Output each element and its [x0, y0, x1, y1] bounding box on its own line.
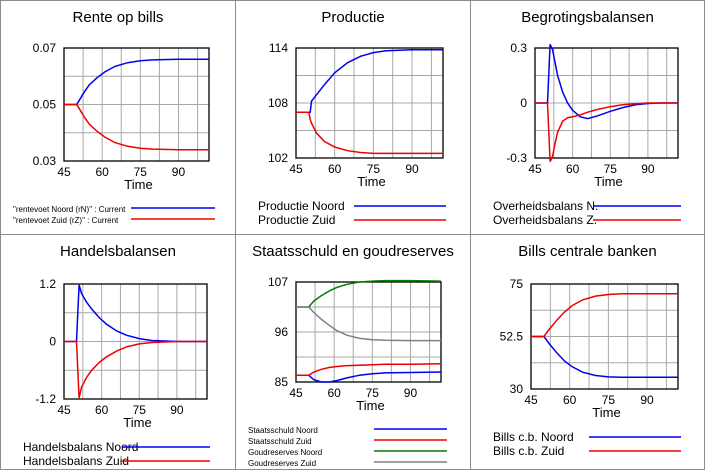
panel-bills-centrale-banken: Bills centrale banken 30 52.5 75 45 60 75 90 Ti… — [470, 234, 705, 470]
x-tick-label: 45 — [57, 403, 71, 417]
x-tick-label: 75 — [602, 393, 616, 407]
series-line-1 — [535, 43, 678, 120]
series-line-2 — [296, 363, 442, 376]
x-tick-label: 45 — [524, 393, 538, 407]
x-axis-label: Time — [594, 174, 622, 189]
legend-label: Bills c.b. Noord — [493, 430, 574, 444]
x-tick-label: 90 — [640, 393, 654, 407]
series-line-2 — [296, 111, 443, 155]
chart-staatsschuld-en-goudreserves: 85 96 107 45 60 75 90 Time Staatsschuld Noord Sta… — [248, 275, 447, 468]
x-tick-label: 75 — [604, 162, 618, 176]
chart-rente-op-bills: 0.03 0.05 0.07 45 60 75 90 Time "rentevoet Noord… — [13, 41, 215, 225]
series-line-4 — [296, 306, 441, 342]
legend-label: Handelsbalans Zuid — [23, 454, 129, 468]
x-tick-label: 75 — [367, 162, 381, 176]
legend-label: Bills c.b. Zuid — [493, 444, 564, 458]
y-tick-label: 0.03 — [33, 154, 57, 168]
chart-title: Productie — [321, 9, 385, 26]
x-tick-label: 75 — [366, 386, 380, 400]
legend-label: Staatsschuld Zuid — [248, 437, 312, 446]
plot-frame — [295, 47, 444, 159]
series-line-1 — [531, 335, 678, 379]
y-tick-label: 96 — [275, 325, 289, 339]
y-tick-label: 30 — [510, 382, 524, 396]
series-line-2 — [535, 102, 678, 163]
x-tick-label: 90 — [641, 162, 655, 176]
chart-title: Rente op bills — [72, 9, 164, 26]
x-tick-label: 60 — [566, 162, 580, 176]
panel-handelsbalansen: Handelsbalansen -1.2 0 1.2 45 60 75 90 Time Hand… — [0, 234, 236, 470]
panel-begrotingsbalansen: Begrotingsbalansen -0.3 0 0.3 45 60 75 90 Time O… — [470, 0, 705, 235]
x-tick-label: 75 — [133, 403, 147, 417]
y-tick-label: 0 — [520, 96, 527, 110]
y-tick-label: 114 — [269, 41, 288, 55]
y-tick-label: 0.3 — [510, 41, 527, 55]
chart-bills-centrale-banken: 30 52.5 75 45 60 75 90 Time Bills c.b. NoordBill… — [493, 277, 681, 458]
legend-label: Overheidsbalans N. — [493, 199, 598, 213]
y-tick-label: 0.07 — [33, 41, 57, 55]
y-tick-label: 102 — [268, 151, 288, 165]
y-tick-label: -0.3 — [506, 151, 527, 165]
chart-begrotingsbalansen: -0.3 0 0.3 45 60 75 90 Time Overheidsbalans N.Ov… — [493, 41, 681, 227]
x-tick-label: 45 — [289, 162, 303, 176]
chart-handelsbalansen: -1.2 0 1.2 45 60 75 90 Time Handelsbalans NoordH… — [23, 277, 210, 468]
x-axis-label: Time — [356, 398, 384, 413]
x-tick-label: 90 — [172, 165, 186, 179]
legend-label: "rentevoet Noord (rN)" : Current — [13, 205, 126, 214]
panel-staatsschuld-en-goudreserves: Staatsschuld en goudreserves 85 96 107 45 60… — [235, 234, 471, 470]
x-tick-label: 60 — [95, 165, 109, 179]
chart-title: Handelsbalansen — [60, 243, 176, 260]
legend-label: Productie Noord — [258, 199, 345, 213]
x-tick-label: 60 — [95, 403, 109, 417]
x-tick-label: 60 — [328, 162, 342, 176]
x-tick-label: 60 — [327, 386, 341, 400]
x-tick-label: 45 — [528, 162, 542, 176]
x-tick-label: 60 — [563, 393, 577, 407]
x-axis-label: Time — [357, 174, 385, 189]
x-axis-label: Time — [124, 177, 152, 192]
panel-rente-op-bills: Rente op bills 0.03 0.05 0.07 45 60 75 90 Time "… — [0, 0, 236, 235]
series-line-1 — [296, 49, 443, 113]
y-tick-label: 85 — [275, 375, 289, 389]
chart-title: Staatsschuld en goudreserves — [252, 243, 454, 260]
series-line-3 — [296, 279, 442, 308]
x-axis-label: Time — [592, 405, 620, 420]
y-tick-label: 52.5 — [500, 330, 524, 344]
panel-productie: Productie 102 108 114 45 60 75 90 Time Productie… — [235, 0, 471, 235]
series-line-1 — [64, 58, 209, 106]
x-tick-label: 90 — [170, 403, 184, 417]
legend-label: Goudreserves Noord — [248, 448, 322, 457]
x-tick-label: 75 — [134, 165, 148, 179]
series-line-2 — [64, 103, 209, 151]
y-tick-label: 0 — [49, 335, 56, 349]
series-line-1 — [64, 284, 207, 343]
y-tick-label: -1.2 — [35, 392, 56, 406]
x-tick-label: 45 — [289, 386, 303, 400]
series-line-2 — [531, 293, 678, 338]
series-line-1 — [296, 371, 442, 383]
x-axis-label: Time — [123, 415, 151, 430]
y-tick-label: 1.2 — [39, 277, 56, 291]
legend-label: Productie Zuid — [258, 213, 335, 227]
legend-label: Overheidsbalans Z. — [493, 213, 597, 227]
x-tick-label: 90 — [404, 386, 418, 400]
chart-productie: 102 108 114 45 60 75 90 Time Productie NoordProd… — [258, 41, 446, 227]
legend-label: "rentevoet Zuid (rZ)" : Current — [13, 216, 119, 225]
x-tick-label: 45 — [57, 165, 71, 179]
x-tick-label: 90 — [405, 162, 419, 176]
legend-label: Goudreserves Zuid — [248, 459, 316, 468]
chart-title: Begrotingsbalansen — [521, 9, 654, 26]
legend-label: Handelsbalans Noord — [23, 440, 138, 454]
y-tick-label: 107 — [268, 275, 288, 289]
chart-title: Bills centrale banken — [518, 243, 657, 260]
series-line-2 — [64, 340, 207, 399]
y-tick-label: 75 — [510, 277, 524, 291]
legend-label: Staatsschuld Noord — [248, 426, 318, 435]
y-tick-label: 108 — [268, 96, 288, 110]
y-tick-label: 0.05 — [33, 98, 57, 112]
